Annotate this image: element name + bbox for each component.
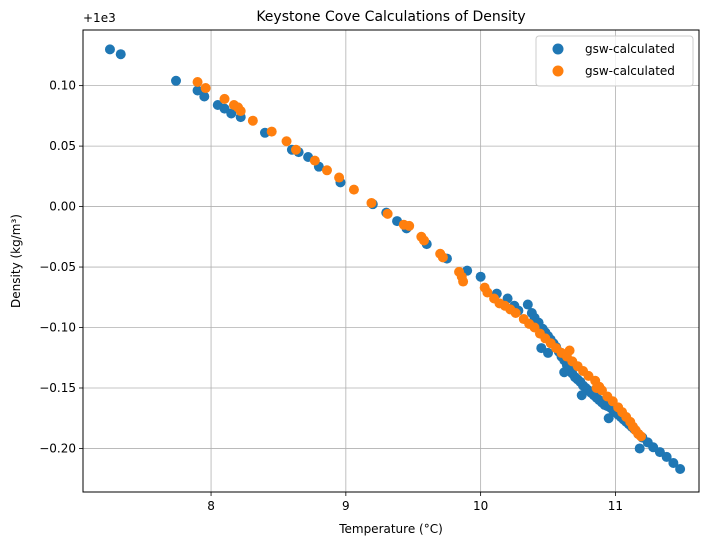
- data-point-series-2: [192, 77, 203, 88]
- legend: gsw-calculated gsw-calculated: [535, 35, 694, 87]
- x-axis-label: Temperature (°C): [338, 522, 443, 536]
- data-point-series-2: [235, 106, 246, 117]
- data-point-series-1: [576, 390, 587, 401]
- data-point-series-2: [309, 155, 320, 166]
- y-tick-label: 0.10: [49, 79, 76, 93]
- data-point-series-1: [115, 49, 126, 60]
- data-point-series-1: [536, 343, 547, 354]
- data-point-series-2: [348, 184, 359, 195]
- data-point-series-2: [419, 235, 430, 246]
- data-point-series-2: [290, 144, 301, 155]
- legend-label-series-1: gsw-calculated: [585, 42, 675, 56]
- data-point-series-1: [634, 443, 645, 454]
- y-tick-label: −0.05: [39, 260, 76, 274]
- data-point-series-1: [522, 299, 533, 310]
- legend-label-series-2: gsw-calculated: [585, 64, 675, 78]
- data-point-series-1: [603, 413, 614, 424]
- y-tick-label: −0.20: [39, 441, 76, 455]
- data-point-series-1: [192, 85, 203, 96]
- data-point-series-2: [334, 172, 345, 183]
- data-point-series-2: [458, 276, 469, 287]
- legend-marker-series-1: [552, 43, 564, 55]
- data-point-series-2: [404, 220, 415, 231]
- data-point-series-1: [171, 75, 182, 86]
- data-point-series-2: [366, 197, 377, 208]
- legend-frame: [535, 35, 694, 87]
- data-point-series-2: [591, 382, 602, 393]
- axis-ticks: 8 9 10 11 0.10 0.05 0.00 −0.05 −0.10 −0.15 −0.20: [39, 79, 623, 513]
- data-point-series-2: [321, 165, 332, 176]
- data-point-series-2: [382, 208, 393, 219]
- legend-marker-series-2: [552, 65, 564, 77]
- y-axis-label: Density (kg/m³): [9, 214, 23, 308]
- plot-area-background: [83, 30, 699, 492]
- chart-title: Keystone Cove Calculations of Density: [256, 9, 525, 25]
- grid-lines: [83, 30, 699, 492]
- data-point-series-2: [247, 115, 258, 126]
- data-point-series-1: [668, 457, 679, 468]
- data-point-series-2: [564, 345, 575, 356]
- y-tick-label: 0.00: [49, 200, 76, 214]
- data-point-series-1: [199, 91, 210, 102]
- data-point-series-2: [219, 93, 230, 104]
- x-tick-label: 8: [207, 499, 215, 513]
- y-tick-label: −0.15: [39, 381, 76, 395]
- data-point-series-1: [675, 464, 686, 475]
- y-axis-offset-label: +1e3: [83, 11, 116, 25]
- data-point-series-2: [200, 83, 211, 94]
- data-point-series-2: [437, 252, 448, 263]
- data-point-series-2: [482, 287, 493, 298]
- y-tick-label: 0.05: [49, 139, 76, 153]
- data-point-series-1: [475, 271, 486, 282]
- data-point-series-1: [226, 108, 237, 119]
- data-point-series-1: [104, 44, 115, 55]
- data-point-series-1: [661, 451, 672, 462]
- x-tick-label: 9: [342, 499, 350, 513]
- plot-frame: [82, 29, 700, 493]
- data-point-series-2: [266, 126, 277, 137]
- data-point-series-2: [281, 136, 292, 147]
- data-point-series-2: [510, 308, 521, 319]
- data-point-series-1: [559, 367, 570, 378]
- x-tick-label: 10: [473, 499, 488, 513]
- x-tick-label: 11: [608, 499, 623, 513]
- y-tick-label: −0.10: [39, 321, 76, 335]
- data-points: [104, 44, 686, 475]
- data-point-series-2: [636, 431, 647, 442]
